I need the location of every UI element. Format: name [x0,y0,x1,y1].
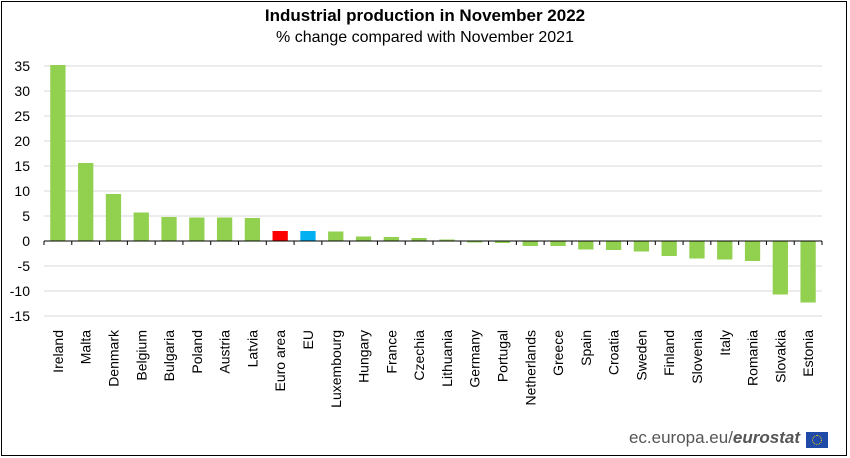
bar-latvia [244,218,261,241]
x-category-label: Lithuania [439,330,455,387]
bar-estonia [800,241,816,303]
bar-luxembourg [328,231,344,241]
x-category-label: Germany [467,330,483,388]
chart-title: Industrial production in November 2022 [264,6,586,25]
bars [50,65,816,303]
bar-hungary [355,236,372,241]
x-category-label: Euro area [272,330,288,392]
x-category-label: Austria [217,330,233,374]
x-category-label: EU [300,330,316,349]
x-category-label: Estonia [800,330,816,377]
bar-czechia [411,238,427,241]
bar-eu [300,231,316,241]
x-category-label: Poland [189,330,205,374]
x-axis-labels: Ireland Malta Denmark Belgium Bulgaria Poland… [50,329,816,408]
x-category-label: Ireland [50,330,66,373]
y-tick-label: 35 [14,58,30,74]
eu-flag-icon [806,432,828,448]
x-category-label: Malta [78,330,94,364]
bar-austria [216,217,233,241]
source-brand: eurostat [732,428,800,447]
y-tick-label: 0 [22,233,30,249]
x-category-label: Sweden [633,330,649,381]
x-category-label: Bulgaria [161,330,177,382]
x-category-label: Slovenia [689,330,705,384]
y-tick-label: 5 [22,208,30,224]
bar-ireland [50,65,66,241]
y-tick-label: 15 [14,158,30,174]
bar-france [383,237,399,241]
x-category-label: Spain [578,330,594,366]
x-category-label: Belgium [133,330,149,381]
gridlines [44,65,822,317]
x-category-label: Latvia [244,330,260,368]
bar-slovenia [689,241,705,259]
y-tick-label: 25 [14,108,30,124]
y-tick-label: -10 [10,283,30,299]
axes [43,240,823,245]
x-category-label: Portugal [494,330,510,382]
bar-malta [78,163,94,241]
x-category-label: Luxembourg [328,330,344,408]
bar-belgium [133,212,149,241]
bar-italy [717,241,733,260]
x-category-label: Czechia [411,330,427,381]
x-category-label: Croatia [606,330,622,375]
bar-netherlands [522,241,538,246]
bar-poland [189,217,205,241]
bar-finland [661,241,677,256]
x-category-label: Greece [550,330,566,376]
bar-euro-area [272,231,288,241]
bar-bulgaria [161,217,177,241]
x-category-label: Italy [717,330,733,356]
y-tick-label: -15 [10,308,30,324]
x-category-label: France [383,330,399,374]
y-tick-label: 20 [14,133,30,149]
bar-germany [467,241,483,243]
x-category-label: Denmark [105,329,121,387]
bar-romania [744,241,761,261]
x-category-label: Romania [745,330,761,386]
y-tick-label: -5 [18,258,31,274]
bar-denmark [105,194,122,241]
bar-spain [578,241,594,250]
x-category-label: Finland [661,330,677,376]
bar-portugal [494,241,511,243]
x-category-label: Hungary [356,330,372,383]
source-footer: ec.europa.eu/eurostat [629,428,800,448]
bar-greece [550,241,566,246]
bar-slovakia [772,241,788,295]
y-tick-label: 10 [14,183,30,199]
y-tick-label: 30 [14,83,30,99]
source-prefix: ec.europa.eu/ [628,428,733,447]
bar-lithuania [439,239,455,241]
chart-subtitle: % change compared with November 2021 [276,29,574,46]
bar-croatia [605,241,622,250]
y-axis-ticks: 35 30 25 20 15 10 5 0 -5 -10 -15 [10,58,30,324]
x-category-label: Slovakia [772,330,788,383]
x-category-label: Netherlands [522,330,538,406]
bar-sweden [633,241,650,252]
